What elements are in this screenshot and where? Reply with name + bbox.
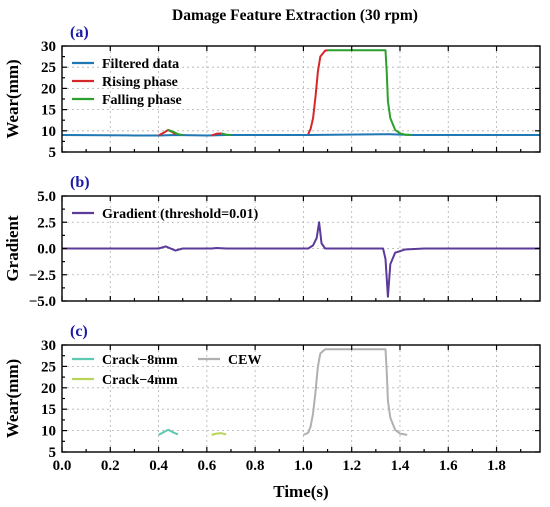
y-axis-label: Wear(mm): [3, 59, 22, 138]
series-group: [61, 49, 540, 137]
y-tick-label: 10: [41, 124, 56, 140]
y-tick-label: 25: [41, 359, 56, 375]
x-tick-label: 0.4: [149, 458, 168, 474]
y-tick-label: 15: [41, 103, 56, 119]
series-line-2-0: [167, 129, 183, 137]
figure-title: Damage Feature Extraction (30 rpm): [172, 7, 418, 24]
legend-label: Filtered data: [102, 57, 179, 72]
chart-panels: 5 10 15 20 25 30 (a) Wear(mm) Filtered data Risin…: [3, 24, 541, 501]
panel-label: (b): [70, 174, 90, 191]
y-tick-label: 5: [49, 445, 57, 461]
series-group: [158, 348, 408, 436]
series-line-1-1: [211, 132, 222, 137]
legend-label: CEW: [228, 353, 261, 368]
panel-2: 5 10 15 20 25 30 0.0 0.2 0.4 0.6 0.8 1.0 1.2 1.4 1.6 1.…: [3, 323, 541, 501]
series-line-2-0: [303, 348, 408, 436]
y-tick-label: 2.5: [37, 215, 56, 231]
y-tick-label: 15: [41, 402, 56, 418]
series-line-0-0: [62, 221, 540, 298]
legend-label: Crack−8mm: [102, 353, 178, 368]
y-tick-label: 20: [41, 81, 56, 97]
y-tick-label: 25: [41, 60, 56, 76]
y-tick-label: 5: [49, 145, 57, 161]
y-axis-label: Gradient: [3, 215, 22, 281]
x-tick-label: 0.2: [101, 458, 120, 474]
y-tick-label: 10: [41, 424, 56, 440]
series-line-1-2: [307, 49, 328, 135]
panel-label: (a): [70, 24, 89, 41]
legend: Filtered data Rising phase Falling phase: [72, 57, 182, 108]
y-tick-label: 0.0: [37, 242, 56, 258]
y-tick-label: 30: [41, 39, 56, 55]
legend: Crack−8mm Crack−4mm CEW: [72, 353, 261, 388]
x-tick-label: 0.6: [197, 458, 216, 474]
y-tick-label: 5.0: [37, 189, 56, 205]
series-line-2-1: [221, 132, 232, 137]
x-tick-label: 1.2: [342, 458, 361, 474]
x-tick-label: 1.8: [487, 458, 506, 474]
series-line-1-0: [211, 432, 227, 436]
panel-0: 5 10 15 20 25 30 (a) Wear(mm) Filtered data Risin…: [3, 24, 541, 161]
x-axis-label: Time(s): [273, 482, 328, 501]
y-tick-label: 20: [41, 381, 56, 397]
x-tick-label: 1.4: [391, 458, 410, 474]
x-tick-label: 0.8: [246, 458, 265, 474]
series-line-2-2: [327, 49, 413, 137]
legend-label: Falling phase: [102, 93, 182, 108]
legend-label: Rising phase: [102, 75, 178, 90]
panel-label: (c): [70, 323, 88, 340]
legend-label: Gradient (threshold=0.01): [102, 207, 259, 222]
panel-1: −5.0 −2.5 0.0 2.5 5.0 (b) Gradient Gradient (th…: [3, 174, 541, 310]
legend: Gradient (threshold=0.01): [72, 207, 259, 222]
y-tick-label: −5.0: [29, 294, 56, 310]
x-tick-label: 1.6: [439, 458, 458, 474]
series-line-0-0: [158, 428, 179, 436]
y-tick-label: −2.5: [29, 268, 56, 284]
legend-label: Crack−4mm: [102, 373, 178, 388]
series-line-0-0: [61, 133, 540, 137]
y-axis-label: Wear(mm): [3, 359, 22, 438]
x-tick-label: 1.0: [294, 458, 313, 474]
series-group: [62, 221, 540, 298]
x-tick-label: 0.0: [53, 458, 72, 474]
y-tick-label: 30: [41, 338, 56, 354]
